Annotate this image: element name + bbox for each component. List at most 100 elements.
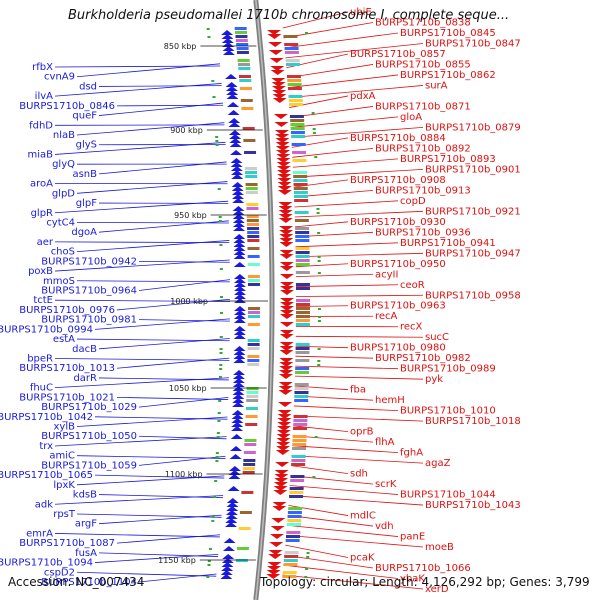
cog-block <box>247 227 260 230</box>
forward-gene-label: rfbX <box>32 62 53 73</box>
rna-marker <box>218 400 222 402</box>
forward-gene-marker <box>228 118 241 123</box>
right-connector <box>292 158 399 168</box>
forward-gene-label: BURPS1710b_0964 <box>41 285 137 296</box>
forward-gene-marker <box>231 182 244 187</box>
cog-block <box>293 423 308 426</box>
reverse-gene-marker <box>274 474 289 479</box>
reverse-gene-marker <box>279 334 294 339</box>
forward-gene-marker <box>233 354 246 359</box>
forward-gene-label: ilvA <box>35 91 53 102</box>
reverse-gene-label: xerD <box>425 584 449 595</box>
reverse-gene-label: BURPS1710b_0838 <box>375 17 471 28</box>
cog-block <box>293 415 308 418</box>
forward-gene-marker <box>233 346 246 351</box>
reverse-gene-marker <box>270 526 285 531</box>
right-connector <box>295 221 349 228</box>
forward-gene-marker <box>233 306 246 311</box>
cog-block <box>241 107 254 110</box>
cog-block <box>235 35 248 38</box>
cog-block <box>282 575 297 578</box>
forward-gene-marker <box>225 82 238 87</box>
forward-gene-marker <box>221 30 234 35</box>
right-connector <box>282 11 349 29</box>
reverse-gene-marker <box>267 566 282 571</box>
reverse-gene-label: recA <box>375 311 398 322</box>
tick-label: 900 kbp <box>170 126 203 135</box>
reverse-gene-label: pyk <box>425 374 443 385</box>
rna-marker <box>211 80 215 82</box>
right-connector <box>291 465 349 474</box>
cog-block <box>243 451 256 454</box>
reverse-gene-marker <box>276 442 291 447</box>
left-connector <box>94 318 230 330</box>
forward-gene-marker <box>229 454 242 459</box>
reverse-gene-marker <box>278 214 293 219</box>
forward-gene-marker <box>231 186 244 191</box>
right-connector <box>295 263 349 268</box>
reverse-gene-marker <box>279 226 294 231</box>
reverse-gene-marker <box>275 134 290 139</box>
reverse-gene-marker <box>275 146 290 151</box>
cog-block <box>239 87 252 90</box>
rna-marker <box>219 348 223 350</box>
rna-marker <box>317 272 321 274</box>
reverse-gene-marker <box>279 250 294 255</box>
forward-gene-marker <box>225 86 238 91</box>
cog-block <box>246 395 259 398</box>
forward-gene-label: nlaB <box>53 130 75 141</box>
reverse-gene-label: BURPS1710b_1010 <box>400 406 496 417</box>
rna-marker <box>317 260 321 262</box>
cog-block <box>286 523 301 526</box>
cog-block <box>290 479 305 482</box>
right-connector <box>286 534 424 548</box>
reverse-gene-label: BURPS1710b_1066 <box>375 563 471 574</box>
cog-block <box>284 555 299 558</box>
cog-block <box>236 43 249 46</box>
cog-block <box>247 355 260 358</box>
cog-block <box>247 231 260 234</box>
cog-block <box>295 255 310 258</box>
forward-gene-label: rpsT <box>53 509 76 520</box>
reverse-gene-marker <box>270 66 285 71</box>
reverse-gene-label: pdxA <box>350 91 376 102</box>
rna-marker <box>214 480 218 482</box>
reverse-gene-label: BURPS1710b_0871 <box>375 101 471 112</box>
reverse-gene-marker <box>279 306 294 311</box>
forward-gene-label: argF <box>75 519 97 530</box>
reverse-gene-marker <box>269 58 284 63</box>
rna-marker <box>219 312 223 314</box>
forward-gene-label: miaB <box>27 149 53 160</box>
reverse-gene-marker <box>279 330 294 335</box>
reverse-gene-marker <box>276 154 291 159</box>
forward-gene-marker <box>231 422 244 427</box>
reverse-gene-label: BURPS1710b_0921 <box>425 206 521 217</box>
reverse-gene-label: BURPS1710b_0892 <box>375 143 471 154</box>
cog-block <box>244 439 257 442</box>
cog-block <box>239 79 252 82</box>
forward-gene-label: lpxK <box>53 480 75 491</box>
cog-block <box>238 75 251 78</box>
cog-block <box>236 51 249 54</box>
forward-gene-marker <box>233 226 246 231</box>
reverse-gene-marker <box>277 174 292 179</box>
left-connector <box>98 514 222 525</box>
left-connector <box>76 416 228 427</box>
forward-gene-marker <box>232 214 245 219</box>
forward-gene-marker <box>233 326 246 331</box>
reverse-gene-label: recX <box>400 322 423 333</box>
reverse-gene-marker <box>279 262 294 267</box>
left-connector <box>76 455 226 459</box>
forward-gene-marker <box>232 402 245 407</box>
forward-gene-label: poxB <box>28 266 53 277</box>
reverse-gene-marker <box>277 410 292 415</box>
reverse-gene-label: moeB <box>425 542 454 553</box>
cog-block <box>245 423 258 426</box>
forward-gene-label: trx <box>39 441 53 452</box>
reverse-gene-marker <box>276 434 291 439</box>
forward-gene-marker <box>225 510 238 515</box>
forward-gene-marker <box>233 238 246 243</box>
forward-gene-marker <box>220 574 233 579</box>
rna-marker <box>316 208 320 210</box>
reverse-gene-label: fghA <box>400 448 423 459</box>
